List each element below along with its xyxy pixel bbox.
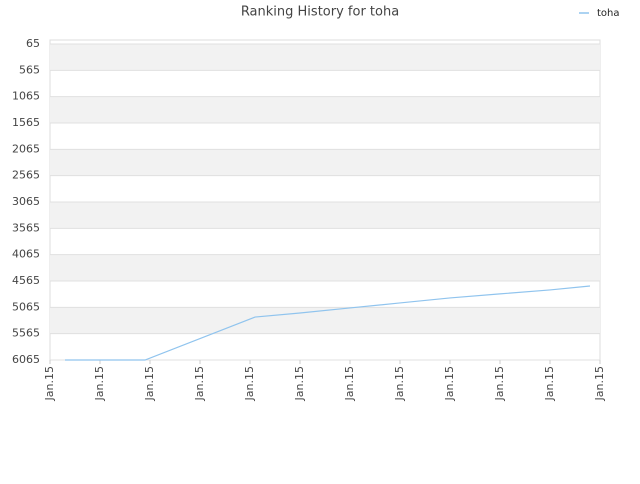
line [65, 285, 591, 361]
x-tick-label: Jan.15 [243, 366, 256, 401]
x-tick-label: Jan.15 [493, 366, 506, 401]
y-tick-label: 5565 [12, 327, 40, 340]
y-tick-label: 65 [26, 37, 40, 50]
y-tick-label: 2065 [12, 142, 40, 155]
y-tick-label: 3065 [12, 195, 40, 208]
legend-label: toha [597, 8, 620, 19]
y-tick-label: 565 [19, 63, 40, 76]
grid-band [50, 254, 600, 281]
x-tick-label: Jan.15 [193, 366, 206, 401]
x-tick-label: Jan.15 [143, 366, 156, 401]
y-tick-label: 1565 [12, 116, 40, 129]
y-tick-label: 1065 [12, 90, 40, 103]
y-tick-label: 5065 [12, 300, 40, 313]
y-tick-label: 3565 [12, 221, 40, 234]
grid-band [50, 307, 600, 334]
x-tick-label: Jan.15 [543, 366, 556, 401]
grid-band [50, 96, 600, 123]
y-tick-label: 6065 [12, 353, 40, 366]
x-tick-label: Jan.15 [343, 366, 356, 401]
grid-band [50, 202, 600, 229]
chart-title: Ranking History for toha [241, 5, 399, 20]
x-tick-label: Jan.15 [293, 366, 306, 401]
x-tick-label: Jan.15 [443, 366, 456, 401]
x-tick-label: Jan.15 [593, 366, 606, 401]
x-tick-label: Jan.15 [93, 366, 106, 401]
y-tick-label: 4065 [12, 248, 40, 261]
x-tick-label: Jan.15 [43, 366, 56, 401]
y-tick-label: 4565 [12, 274, 40, 287]
grid-band [50, 149, 600, 176]
y-tick-label: 2565 [12, 169, 40, 182]
x-tick-label: Jan.15 [393, 366, 406, 401]
grid-band [50, 44, 600, 71]
